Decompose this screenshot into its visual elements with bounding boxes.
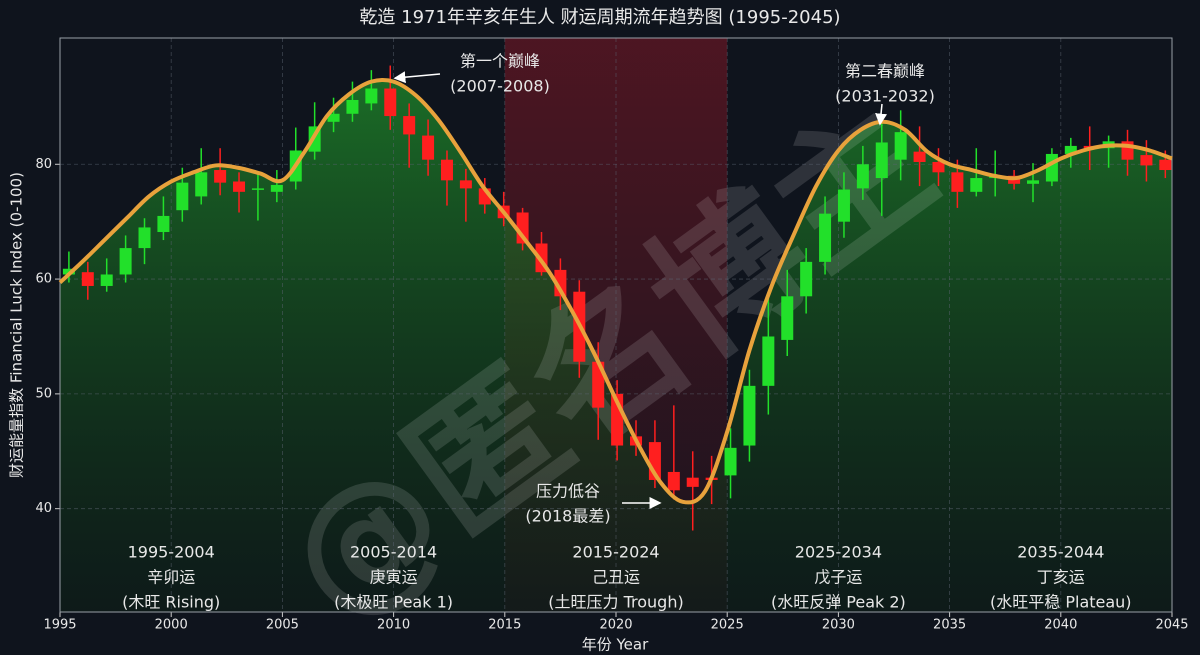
candle-body [365, 88, 378, 104]
candle-body [1045, 153, 1058, 182]
candle-body [819, 213, 832, 262]
candle-body [856, 164, 869, 189]
annotation-arrow [875, 103, 888, 126]
candle-body [837, 189, 850, 222]
era-label: 2015-2024 [572, 543, 659, 562]
plot-frame [59, 37, 1173, 613]
era-label: (土旺压力 Trough) [548, 593, 683, 612]
era-label: 2035-2044 [1017, 543, 1104, 562]
candle-body [970, 178, 983, 192]
era-label: (水旺反弹 Peak 2) [771, 593, 906, 612]
trend-area [60, 79, 1172, 613]
candle-body [1159, 159, 1172, 171]
candle-body [233, 181, 246, 192]
annotation-text: (2007-2008) [450, 77, 550, 96]
annotation-text: 第二春巅峰 [845, 62, 925, 81]
candle-body [459, 180, 472, 189]
candle-body [686, 477, 699, 487]
era-label: 己丑运 [592, 568, 640, 587]
candle-body [781, 296, 794, 340]
x-tick-label: 2010 [377, 618, 410, 633]
annotation-arrow [393, 71, 441, 84]
x-tick-label: 2005 [266, 618, 299, 633]
era-label: 2025-2034 [795, 543, 882, 562]
candle-body [422, 135, 435, 160]
candle-body [592, 361, 605, 408]
candle-body [270, 184, 283, 192]
era-label: 丁亥运 [1037, 568, 1085, 587]
y-axis-label: 财运能量指数 Financial Luck Index (0-100) [8, 172, 26, 478]
era-label: 1995-2004 [128, 543, 215, 562]
candle-body [667, 471, 680, 491]
y-tick-label: 60 [35, 272, 52, 287]
candle-body [81, 272, 94, 286]
candle-body [743, 385, 756, 446]
candle-body [176, 182, 189, 211]
era-label: 辛卯运 [147, 568, 195, 587]
candle-body [100, 274, 113, 286]
era-label: (木极旺 Peak 1) [334, 593, 453, 612]
candle-body [214, 170, 227, 183]
candle-body [800, 261, 813, 297]
candle-body [913, 151, 926, 162]
candle-body [1064, 145, 1077, 154]
x-tick-label: 2015 [488, 618, 521, 633]
chart-title: 乾造 1971年辛亥年生人 财运周期流年趋势图 (1995-2045) [359, 7, 840, 28]
era-label: (水旺平稳 Plateau) [990, 593, 1132, 612]
candle-body [384, 88, 397, 117]
candle-body [157, 215, 170, 233]
candle-body [403, 116, 416, 135]
era-label: (木旺 Rising) [122, 593, 220, 612]
era-label: 戊子运 [814, 568, 862, 587]
x-tick-label: 2035 [933, 618, 966, 633]
x-tick-label: 2000 [155, 618, 188, 633]
y-tick-label: 80 [35, 157, 52, 172]
candle-body [1140, 155, 1153, 166]
candle-body [894, 132, 907, 160]
era-label: 庚寅运 [370, 568, 418, 587]
candle-body [251, 188, 264, 190]
y-tick-label: 50 [35, 386, 52, 401]
candle-body [440, 159, 453, 181]
x-tick-label: 1995 [43, 618, 76, 633]
candle-body [119, 248, 132, 275]
annotation-text: 第一个巅峰 [460, 52, 540, 71]
x-tick-label: 2020 [599, 618, 632, 633]
annotation-text: (2018最差) [525, 507, 610, 526]
candle-body [346, 99, 359, 114]
annotation-text: 压力低谷 [536, 482, 600, 501]
x-tick-label: 2040 [1044, 618, 1077, 633]
annotation-text: (2031-2032) [835, 87, 935, 106]
candle-body [195, 172, 208, 197]
era-label: 2005-2014 [350, 543, 437, 562]
x-tick-label: 2030 [822, 618, 855, 633]
candle-body [951, 172, 964, 192]
candle-body [875, 142, 888, 179]
x-tick-label: 2025 [711, 618, 744, 633]
x-tick-label: 2045 [1155, 618, 1188, 633]
candle-body [1027, 180, 1039, 184]
trend-line [58, 77, 1173, 505]
candle-body [724, 447, 737, 476]
y-tick-label: 40 [35, 501, 52, 516]
candle-body [932, 161, 945, 173]
candle-body [554, 269, 567, 297]
x-axis-label: 年份 Year [582, 636, 649, 654]
candle-body [327, 113, 340, 122]
candle-body [762, 336, 775, 386]
candle-body [138, 227, 151, 249]
